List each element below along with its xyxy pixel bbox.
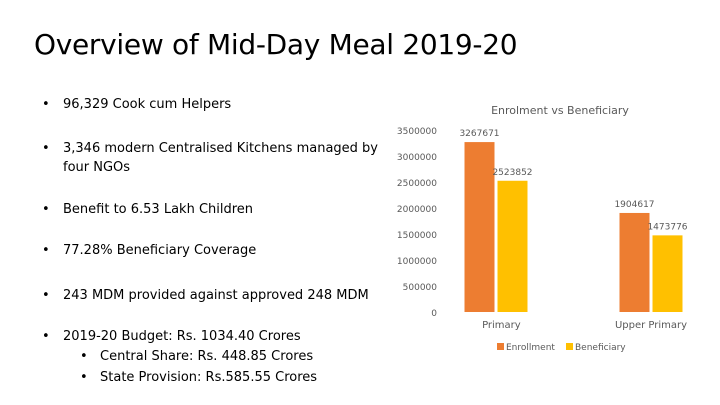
y-tick-label: 500000 xyxy=(403,283,438,293)
y-tick-label: 3000000 xyxy=(397,153,437,163)
legend-label: Enrollment xyxy=(506,343,555,353)
bullet-coverage: • 77.28% Beneficiary Coverage xyxy=(42,241,387,260)
bar-enrollment xyxy=(619,212,650,312)
data-labels: 3267671 1904617 2523852 1473776 xyxy=(459,129,687,232)
sub-bullet-central-share: • Central Share: Rs. 448.85 Crores xyxy=(80,347,313,366)
y-tick-label: 2500000 xyxy=(397,179,437,189)
bar-beneficiary xyxy=(652,235,683,312)
bullet-dot: • xyxy=(42,243,50,258)
bar-enrollment xyxy=(464,142,495,312)
legend-swatch xyxy=(497,343,504,350)
data-label: 1904617 xyxy=(614,200,654,210)
y-tick-label: 2000000 xyxy=(397,205,437,215)
bullet-dot: • xyxy=(42,97,50,112)
bullet-mdm: • 243 MDM provided against approved 248 … xyxy=(42,286,387,305)
y-tick-label: 0 xyxy=(431,309,437,319)
bullet-text: 77.28% Beneficiary Coverage xyxy=(63,243,257,258)
data-label: 1473776 xyxy=(647,222,687,232)
sub-bullet-dot: • xyxy=(80,370,88,385)
x-tick-label: Upper Primary xyxy=(615,320,687,331)
data-label: 3267671 xyxy=(459,129,499,139)
x-axis: Primary Upper Primary xyxy=(482,320,687,331)
bar-beneficiary xyxy=(497,180,528,312)
bullet-dot: • xyxy=(42,202,50,217)
bullet-children: • Benefit to 6.53 Lakh Children xyxy=(42,200,387,219)
bullet-text: 2019-20 Budget: Rs. 1034.40 Crores xyxy=(63,329,301,344)
sub-bullet-text: State Provision: Rs.585.55 Crores xyxy=(100,370,318,385)
legend-label: Beneficiary xyxy=(575,343,626,353)
bars xyxy=(464,142,683,312)
y-tick-label: 1000000 xyxy=(397,257,437,267)
sub-bullet-state-provision: • State Provision: Rs.585.55 Crores xyxy=(80,368,317,387)
bullet-text: 96,329 Cook cum Helpers xyxy=(63,97,232,112)
legend: Enrollment Beneficiary xyxy=(497,343,626,353)
y-axis: 0 500000 1000000 1500000 2000000 2500000 30000… xyxy=(397,127,437,319)
bullet-dot: • xyxy=(42,141,50,156)
bullet-dot: • xyxy=(42,329,50,344)
bullet-text: Benefit to 6.53 Lakh Children xyxy=(63,202,254,217)
chart-title: Enrolment vs Beneficiary xyxy=(491,104,629,117)
y-tick-label: 1500000 xyxy=(397,231,437,241)
bullet-text: 243 MDM provided against approved 248 MD… xyxy=(63,288,369,303)
bullet-text: 3,346 modern Centralised Kitchens manage… xyxy=(63,141,378,175)
slide-title: Overview of Mid-Day Meal 2019-20 xyxy=(34,28,518,61)
sub-bullet-text: Central Share: Rs. 448.85 Crores xyxy=(100,349,314,364)
bullet-budget: • 2019-20 Budget: Rs. 1034.40 Crores xyxy=(42,327,387,346)
bullet-dot: • xyxy=(42,288,50,303)
y-tick-label: 3500000 xyxy=(397,127,437,137)
bullet-cook-helpers: • 96,329 Cook cum Helpers xyxy=(42,95,387,114)
data-label: 2523852 xyxy=(492,168,532,178)
bullet-kitchens: • 3,346 modern Centralised Kitchens mana… xyxy=(42,139,387,177)
legend-swatch xyxy=(566,343,573,350)
x-tick-label: Primary xyxy=(482,320,521,331)
sub-bullet-dot: • xyxy=(80,349,88,364)
